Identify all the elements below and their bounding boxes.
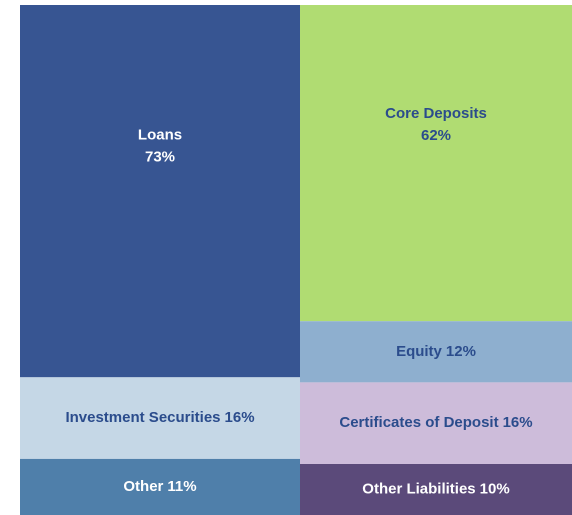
segment-value-label: 11% [167,478,196,495]
segment-name: Investment Securities [65,409,220,426]
segment-name: Core Deposits [385,105,487,122]
segment-value-label: 62% [421,127,451,144]
segment [300,464,572,515]
segment-label: Other Liabilities 10% [362,480,509,497]
segment-name: Loans [138,126,182,143]
segment-label: Other 11% [123,478,196,495]
segment-label: Investment Securities 16% [65,409,254,426]
segment-name: Certificates of Deposit [339,414,498,431]
segment [300,321,572,383]
segment [300,5,572,322]
segment [20,5,300,378]
segment-value-label: 73% [145,148,175,165]
segment-label: Equity 12% [396,343,476,360]
segment-value-label: 12% [446,343,476,360]
segment-value-label: 16% [225,409,255,426]
segment [20,458,300,515]
segment-name: Other Liabilities [362,480,475,497]
segment [20,377,300,459]
segment-label: Certificates of Deposit 16% [339,414,532,431]
segment [300,382,572,464]
segment-value-label: 16% [503,414,533,431]
segment-value-label: 10% [480,480,510,497]
segment-name: Other [123,478,163,495]
segment-name: Equity [396,343,442,360]
